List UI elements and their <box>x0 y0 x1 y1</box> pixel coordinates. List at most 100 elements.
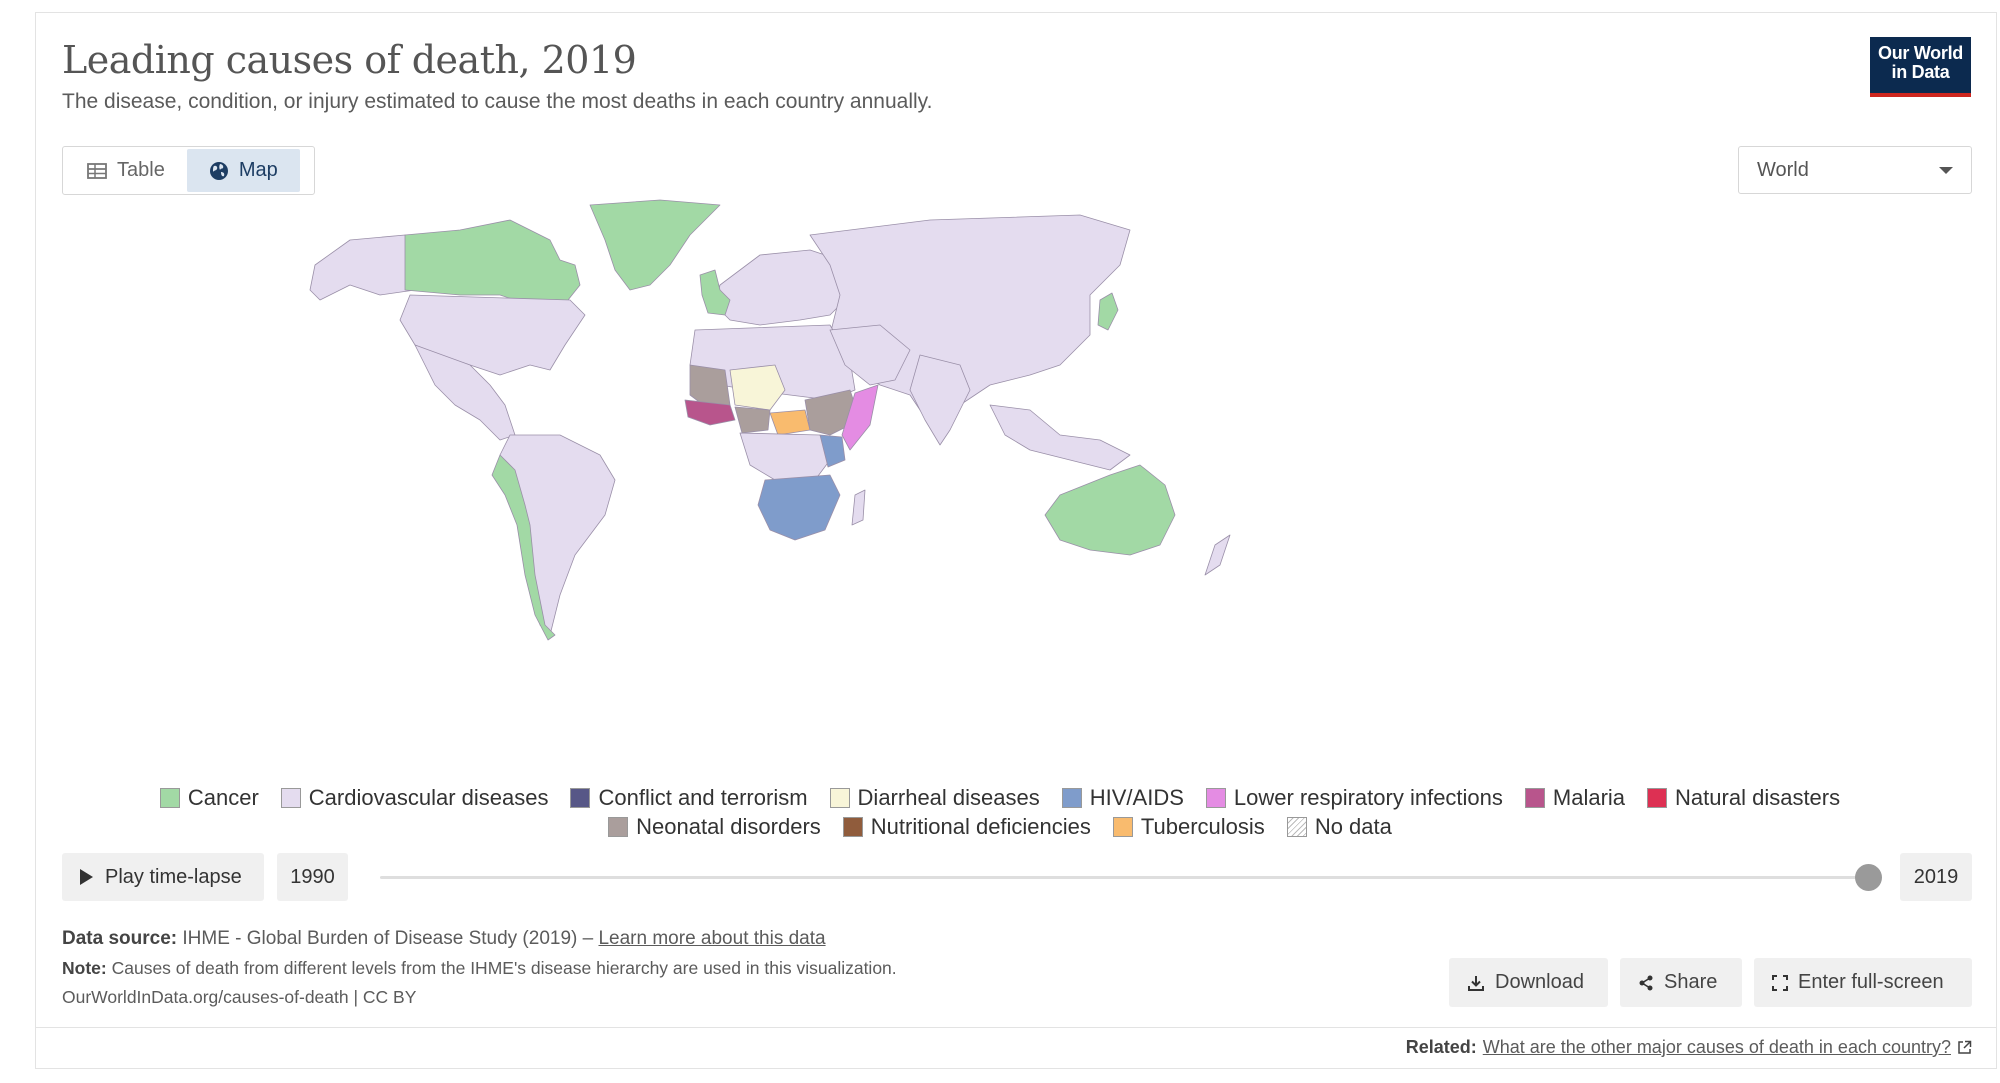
region-south-america[interactable] <box>499 434 616 636</box>
globe-icon <box>209 161 228 180</box>
region-usa[interactable] <box>399 294 586 376</box>
legend-item[interactable]: Cardiovascular diseases <box>280 785 549 811</box>
logo-line2: in Data <box>1891 62 1950 82</box>
region-new-zealand[interactable] <box>1204 534 1231 576</box>
legend-item[interactable]: Lower respiratory infections <box>1205 785 1503 811</box>
legend-label: Natural disasters <box>1675 785 1841 810</box>
legend-label: HIV/AIDS <box>1089 785 1184 810</box>
region-nigeria[interactable] <box>734 406 771 434</box>
region-select-value: World <box>1757 158 1809 181</box>
data-source: Data source: IHME - Global Burden of Dis… <box>62 928 826 950</box>
region-japan[interactable] <box>1097 292 1119 331</box>
legend-swatch <box>608 817 629 837</box>
related-label: Related: <box>1405 1037 1477 1057</box>
region-canada[interactable] <box>404 219 581 311</box>
tab-map-label: Map <box>238 159 278 181</box>
fullscreen-label: Enter full-screen <box>1798 971 1944 993</box>
legend-item[interactable]: Diarrheal diseases <box>829 785 1040 811</box>
region-alaska[interactable] <box>309 234 421 301</box>
region-india[interactable] <box>909 354 971 446</box>
region-niger-chad[interactable] <box>729 364 786 411</box>
world-map[interactable] <box>230 195 1630 770</box>
data-source-label: Data source: <box>62 928 178 949</box>
note: Note: Causes of death from different lev… <box>62 958 897 979</box>
view-tabs: Table Map <box>62 146 315 195</box>
related-article-link[interactable]: What are the other major causes of death… <box>1482 1037 1951 1057</box>
legend-swatch <box>1647 788 1668 808</box>
share-icon <box>1639 975 1653 990</box>
expand-icon <box>1772 974 1788 991</box>
region-mexico[interactable] <box>414 344 516 441</box>
legend-item[interactable]: Nutritional deficiencies <box>842 814 1091 840</box>
play-icon <box>80 869 93 885</box>
legend-label: Cancer <box>187 785 259 810</box>
legend-swatch <box>1524 788 1545 808</box>
legend-swatch <box>829 788 850 808</box>
legend-swatch <box>1061 788 1082 808</box>
region-central-africa[interactable] <box>739 432 831 481</box>
source-url[interactable]: OurWorldInData.org/causes-of-death | CC … <box>62 987 417 1007</box>
legend-label: Cardiovascular diseases <box>308 785 549 810</box>
learn-more-link[interactable]: Learn more about this data <box>598 928 826 949</box>
legend-swatch <box>842 817 863 837</box>
data-source-text: IHME - Global Burden of Disease Study (2… <box>182 928 594 949</box>
download-button[interactable]: Download <box>1449 958 1608 1007</box>
legend-label: Nutritional deficiencies <box>870 814 1091 839</box>
legend-item[interactable]: Natural disasters <box>1647 785 1840 811</box>
legend-label: Tuberculosis <box>1140 814 1265 839</box>
region-peru-chile[interactable] <box>491 454 556 641</box>
legend-item[interactable]: Malaria <box>1524 785 1626 811</box>
share-button[interactable]: Share <box>1620 958 1742 1007</box>
region-central-african-republic[interactable] <box>769 409 811 436</box>
legend-swatch <box>280 788 301 808</box>
end-year[interactable]: 2019 <box>1900 853 1972 901</box>
share-label: Share <box>1664 971 1718 993</box>
legend-item[interactable]: No data <box>1286 814 1392 840</box>
play-timelapse-label: Play time-lapse <box>105 865 242 888</box>
chart-frame <box>35 12 1997 1069</box>
footer-divider <box>36 1027 1996 1028</box>
note-text: Causes of death from different levels fr… <box>111 958 897 978</box>
region-kenya[interactable] <box>819 434 846 468</box>
logo-line1: Our World <box>1878 43 1963 63</box>
legend-label: Malaria <box>1552 785 1626 810</box>
chevron-down-icon <box>1939 166 1953 174</box>
legend-item[interactable]: HIV/AIDS <box>1061 785 1184 811</box>
legend-label: No data <box>1314 814 1392 839</box>
table-icon <box>87 162 107 179</box>
tab-map[interactable]: Map <box>186 149 300 192</box>
timeline-track[interactable] <box>380 876 1870 879</box>
related-link: Related: What are the other major causes… <box>1406 1037 1972 1058</box>
play-timelapse-button[interactable]: Play time-lapse <box>62 853 264 901</box>
legend-row-1: Cancer Cardiovascular diseases Conflict … <box>0 785 2000 811</box>
region-select[interactable]: World <box>1738 146 1972 194</box>
legend-row-2: Neonatal disorders Nutritional deficienc… <box>0 814 2000 840</box>
legend-swatch <box>1205 788 1226 808</box>
legend-item[interactable]: Conflict and terrorism <box>570 785 808 811</box>
owid-logo[interactable]: Our World in Data <box>1870 37 1971 97</box>
region-southeast-asia[interactable] <box>989 404 1131 471</box>
region-southern-africa[interactable] <box>757 474 841 541</box>
fullscreen-button[interactable]: Enter full-screen <box>1754 958 1972 1007</box>
region-australia[interactable] <box>1044 464 1176 556</box>
region-uk-france[interactable] <box>699 269 731 316</box>
legend-item[interactable]: Tuberculosis <box>1112 814 1265 840</box>
region-middle-east[interactable] <box>829 324 911 386</box>
download-label: Download <box>1495 971 1584 993</box>
region-malaria-belt[interactable] <box>684 399 736 426</box>
legend-item[interactable]: Cancer <box>159 785 259 811</box>
region-somalia[interactable] <box>841 384 879 451</box>
legend-swatch <box>570 788 591 808</box>
external-link-icon <box>1958 1040 1972 1054</box>
start-year[interactable]: 1990 <box>277 853 348 901</box>
legend-swatch <box>1112 817 1133 837</box>
region-greenland[interactable] <box>589 199 721 291</box>
legend-label: Conflict and terrorism <box>598 785 808 810</box>
legend-item[interactable]: Neonatal disorders <box>608 814 821 840</box>
region-madagascar[interactable] <box>851 489 866 526</box>
legend-label: Diarrheal diseases <box>857 785 1040 810</box>
legend-swatch <box>159 788 180 808</box>
timeline-handle[interactable] <box>1855 864 1882 891</box>
tab-table-label: Table <box>117 159 165 181</box>
tab-table[interactable]: Table <box>65 149 187 192</box>
